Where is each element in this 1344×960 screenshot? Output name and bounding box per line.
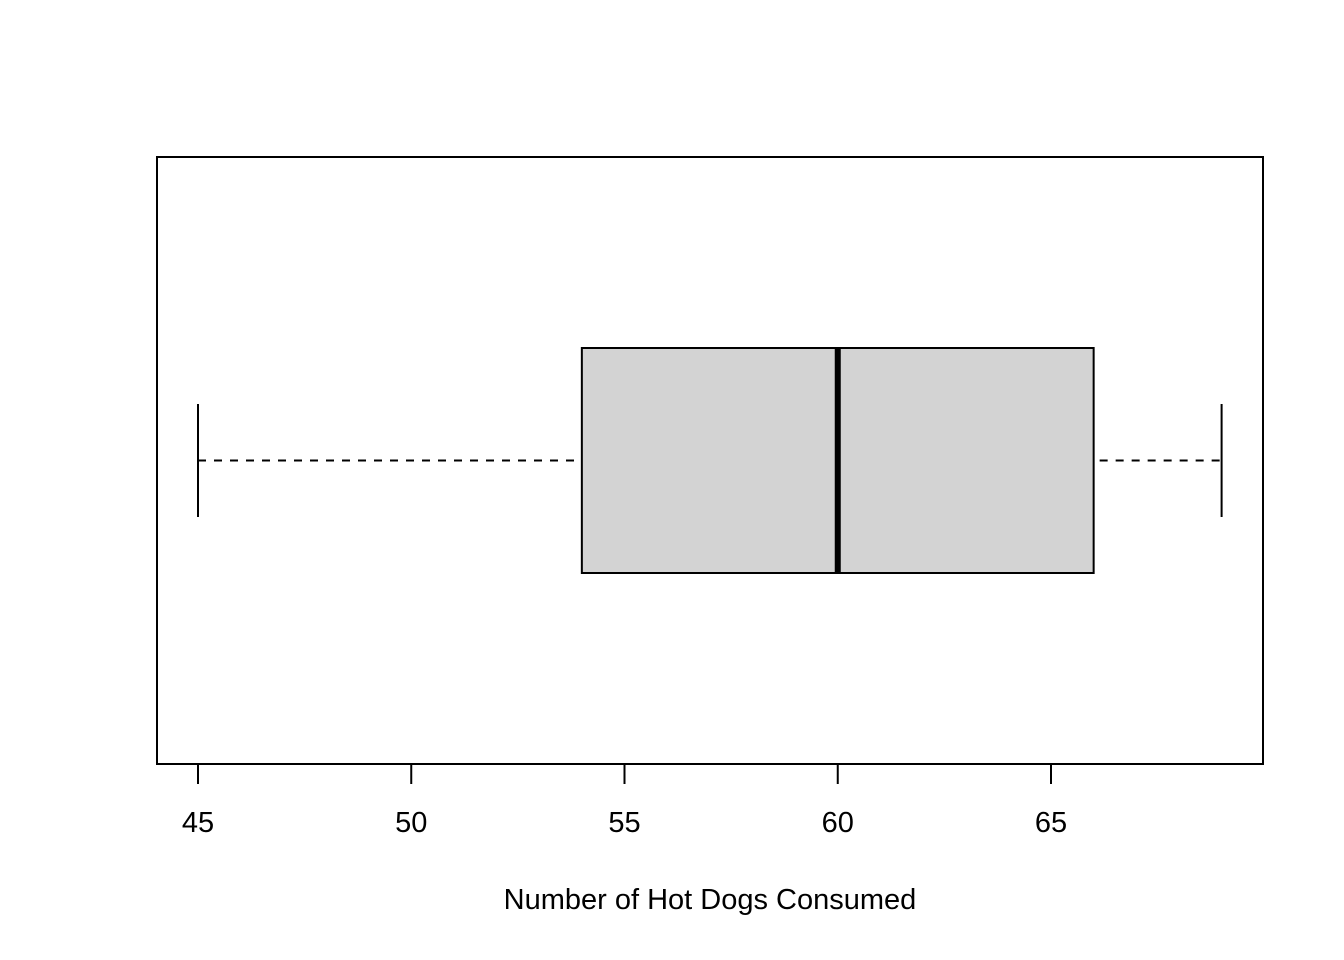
x-axis: 45 50 55 60 65	[182, 763, 1067, 839]
x-tick-label: 45	[182, 807, 214, 839]
x-tick-label: 55	[608, 807, 640, 839]
x-axis-label: Number of Hot Dogs Consumed	[504, 884, 917, 916]
x-tick-label: 50	[395, 807, 427, 839]
x-tick-label: 60	[822, 807, 854, 839]
box-marks	[197, 347, 1223, 574]
x-tick-label: 65	[1035, 807, 1067, 839]
